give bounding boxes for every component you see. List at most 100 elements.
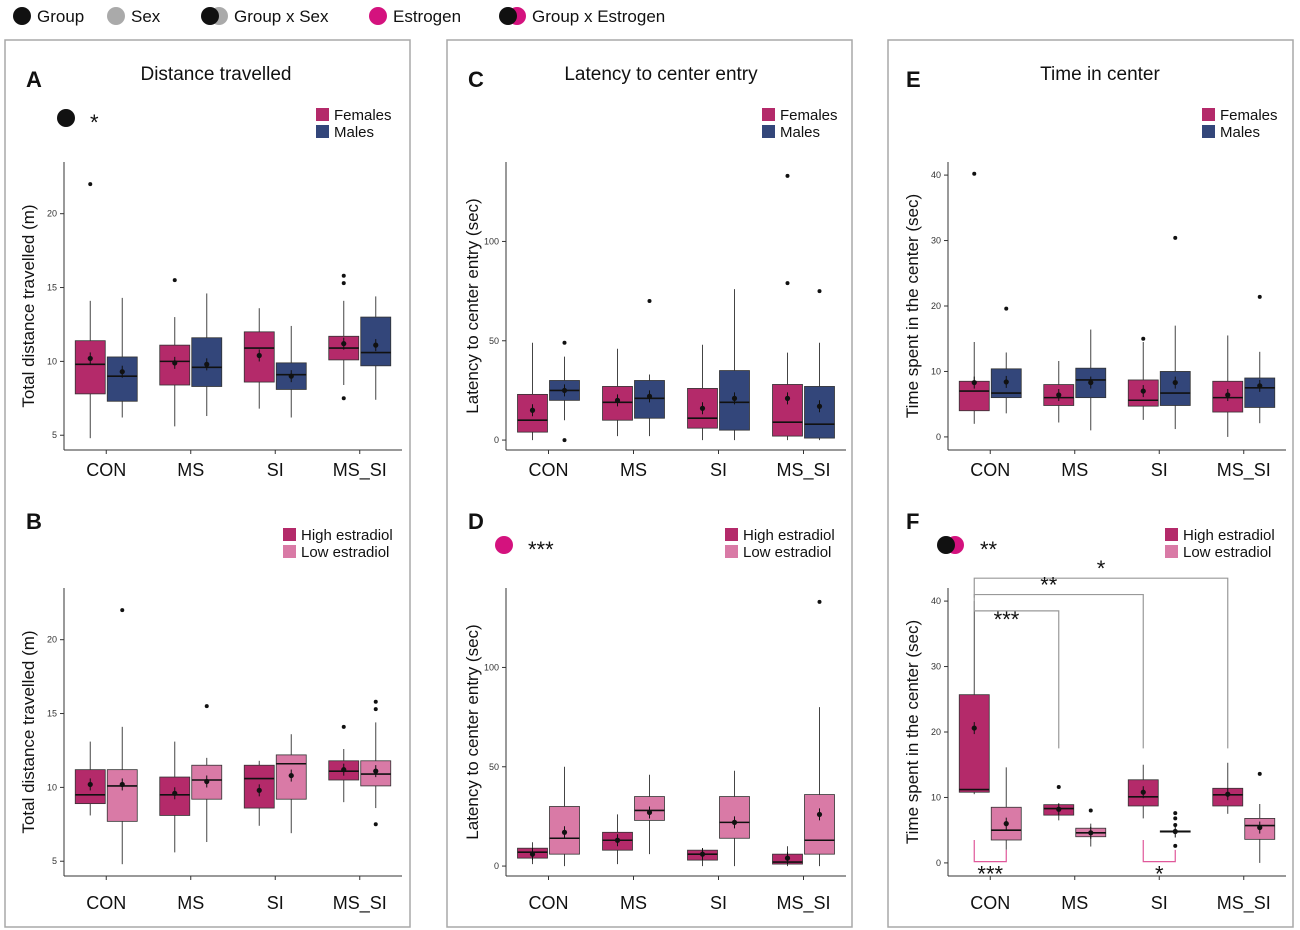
panel-letter: C <box>468 67 484 92</box>
box-ms-males <box>634 299 665 437</box>
box-ms-si-high-estradiol <box>328 724 360 803</box>
mean-point <box>784 855 791 861</box>
chart-panel-e: E 0 10 20 30 40 CON MS SI MS_SI Time spent in the … <box>903 67 1286 481</box>
box-ms-males <box>1075 329 1107 431</box>
bracket-line <box>1142 840 1176 863</box>
y-tick-label: 10 <box>47 356 57 366</box>
box-ms-low-estradiol <box>634 774 665 855</box>
x-tick-label: MS <box>620 460 647 480</box>
box-si-females <box>1127 336 1159 420</box>
mean-point <box>816 811 823 818</box>
mean-point <box>204 361 210 367</box>
top-legend-item-group: Group <box>13 7 84 26</box>
outlier-point <box>785 281 790 286</box>
estrogen-swatch-icon <box>369 7 387 25</box>
column-title-time: Time in center <box>1040 64 1160 85</box>
box-ms-si-females <box>1212 335 1244 437</box>
y-tick-label: 100 <box>484 662 499 672</box>
comparison-bracket: * <box>973 556 1229 749</box>
x-tick-label: SI <box>1151 893 1168 913</box>
bracket-stars: *** <box>994 607 1020 632</box>
box-ms-low-estradiol <box>191 704 223 843</box>
y-axis-label: Total distance travelled (m) <box>19 630 38 833</box>
box-si-males <box>275 325 307 418</box>
mean-point <box>256 787 262 793</box>
x-tick-label: SI <box>710 893 727 913</box>
y-tick-label: 30 <box>931 662 941 672</box>
effect-group-estrogen: ** <box>937 536 998 562</box>
mean-point <box>373 342 379 348</box>
mean-point <box>119 781 125 788</box>
bracket-line <box>973 840 1007 863</box>
outlier-point <box>647 299 652 304</box>
panel-frame-time <box>887 39 1294 928</box>
y-tick-label: 15 <box>47 283 57 293</box>
box-ms-males <box>191 293 223 417</box>
legend-swatch-females <box>316 108 329 121</box>
legend-label: Females <box>780 107 838 124</box>
mean-point <box>561 387 568 394</box>
group-swatch-icon <box>499 7 517 25</box>
box-con-low-estradiol <box>549 766 580 867</box>
mean-point <box>341 767 347 773</box>
x-tick-label: MS <box>1061 460 1088 480</box>
y-tick-label: 50 <box>489 762 499 772</box>
outlier-point <box>817 599 822 604</box>
x-tick-label: MS <box>177 893 204 913</box>
legend-swatch-males <box>316 125 329 138</box>
mean-point <box>731 395 738 401</box>
box-ms-si-females <box>328 273 360 401</box>
mean-point <box>1257 383 1263 389</box>
chart-panel-d: D 0 50 100 CON MS SI MS_SI Latency to center ent… <box>463 509 846 914</box>
outlier-point <box>1173 235 1178 240</box>
y-tick-label: 30 <box>931 236 941 246</box>
box-ms-females <box>1043 360 1075 423</box>
top-legend-label: Sex <box>131 7 161 26</box>
outlier-point <box>785 173 790 178</box>
outlier-point <box>1173 816 1178 821</box>
bracket-stars: * <box>1097 556 1106 581</box>
y-tick-label: 40 <box>931 596 941 606</box>
box-con-females <box>74 182 106 439</box>
y-tick-label: 0 <box>936 858 941 868</box>
y-tick-label: 10 <box>931 792 941 802</box>
box-ms-si-low-estradiol <box>360 699 392 827</box>
top-legend-item-group-sex: Group x Sex <box>201 7 329 26</box>
legend-swatch-males <box>1202 125 1215 138</box>
top-legend-label: Estrogen <box>393 7 461 26</box>
outlier-point <box>373 699 378 704</box>
box-iqr <box>74 340 106 395</box>
box-iqr <box>804 794 835 855</box>
mean-point <box>119 369 125 375</box>
mean-point <box>1088 830 1094 836</box>
box-si-low-estradiol <box>719 770 750 867</box>
effect-estrogen: *** <box>495 536 554 562</box>
box-si-males <box>1159 235 1191 430</box>
box-ms-si-low-estradiol <box>1244 771 1276 863</box>
group-effect-icon <box>57 109 75 127</box>
box-si-females <box>687 344 718 441</box>
outlier-point <box>1257 771 1262 776</box>
mean-point <box>731 819 738 825</box>
y-axis-label: Total distance travelled (m) <box>19 204 38 407</box>
significance-stars: ** <box>980 537 998 562</box>
box-ms-high-estradiol <box>159 741 191 853</box>
y-tick-label: 10 <box>931 366 941 376</box>
mean-point <box>646 809 653 816</box>
legend-swatch-females <box>762 108 775 121</box>
x-tick-label: MS_SI <box>776 460 830 481</box>
y-axis-label: Latency to center entry (sec) <box>463 198 482 413</box>
charts: A 5 10 15 20 CON MS SI MS_SI Total distance trave… <box>19 67 1286 914</box>
group-effect-icon <box>937 536 955 554</box>
outlier-point <box>120 608 125 613</box>
mean-point <box>288 772 294 779</box>
legend-swatch-females <box>1202 108 1215 121</box>
legend-label: Low estradiol <box>1183 544 1271 561</box>
mean-point <box>204 778 210 785</box>
estrogen-effect-icon <box>495 536 513 554</box>
y-tick-label: 0 <box>494 861 499 871</box>
chart-panel-f: F 0 10 20 30 40 CON MS SI MS_SI Time spent in the … <box>903 509 1286 914</box>
bracket-line <box>973 577 1229 749</box>
mean-point <box>1056 392 1062 398</box>
